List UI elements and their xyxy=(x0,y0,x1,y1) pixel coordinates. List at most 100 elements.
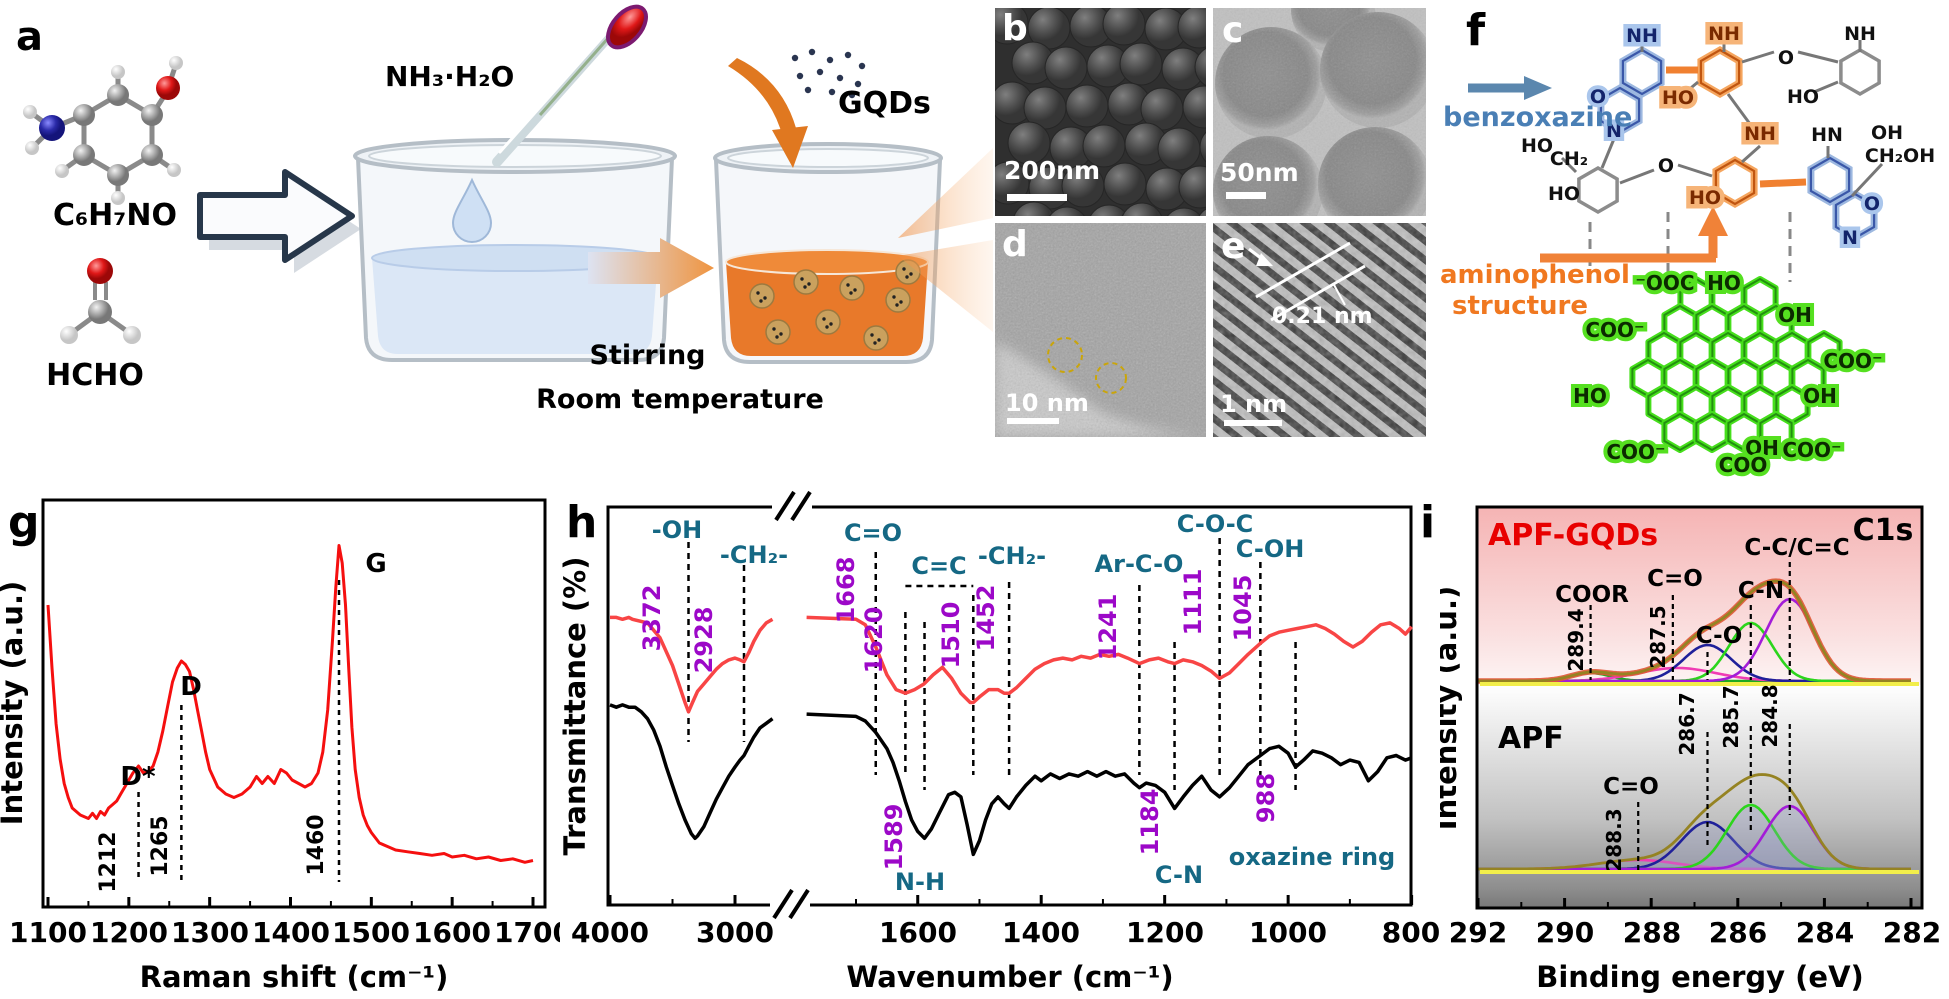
scheme-art xyxy=(23,4,993,364)
ch2-label: CH₂ xyxy=(1550,148,1588,170)
structure-separators xyxy=(1588,212,1792,282)
aminophenol-atoms xyxy=(23,56,183,205)
nh-label: NH xyxy=(1844,23,1876,45)
nh-label: NH xyxy=(1708,23,1740,45)
nh-label: NH xyxy=(1626,25,1658,47)
reagent-label: NH₃·H₂O xyxy=(385,60,515,93)
h-xtick: 800 xyxy=(1382,916,1440,949)
raman-peak-value: 1265 xyxy=(148,815,173,876)
i-xlabel: Binding energy (eV) xyxy=(1536,960,1864,994)
ftir-curve-APF xyxy=(609,703,774,841)
xps-value: 289.4 xyxy=(1564,608,1588,671)
panel-h-letter: h xyxy=(566,497,598,548)
beaker-product xyxy=(713,142,943,364)
n-label: N xyxy=(1606,120,1622,142)
xps-comp-co2: C=O xyxy=(1647,566,1703,592)
ch2oh-label: CH₂OH xyxy=(1865,145,1935,167)
panel-i-letter: i xyxy=(1420,497,1436,548)
formula-formaldehyde: HCHO xyxy=(46,358,144,393)
ftir-value: 1668 xyxy=(832,557,860,624)
ho-label: HO xyxy=(1689,187,1721,209)
i-xtick: 282 xyxy=(1883,916,1941,949)
i-xtick: 290 xyxy=(1536,916,1594,949)
ho-label: HO xyxy=(1662,87,1694,109)
gqd-coo-label: COO⁻ xyxy=(1782,438,1841,462)
ftir-assign-coh: C-OH xyxy=(1236,535,1305,563)
panel-e-scale-bar xyxy=(1224,420,1282,426)
ftir-assign-oh: -OH xyxy=(652,516,702,544)
i-xtick: 286 xyxy=(1709,916,1767,949)
xps-envelope xyxy=(1478,773,1911,871)
panel-e-spacing-label: 0.21 nm xyxy=(1272,304,1373,329)
panel-e-scale-text: 1 nm xyxy=(1220,390,1288,418)
g-xtick: 1400 xyxy=(252,916,330,949)
ftir-assign-ch2: -CH₂- xyxy=(720,541,788,569)
h-ylabel: Transmittance (%) xyxy=(560,557,592,856)
gqd-oh-label: OH xyxy=(1745,436,1779,460)
ftir-value: 1241 xyxy=(1094,594,1122,661)
ftir-value: 1045 xyxy=(1229,575,1257,642)
panel-e-letter: e xyxy=(1221,226,1246,267)
panel-c-scale-text: 50nm xyxy=(1220,158,1299,187)
ftir-assign-ch2b: -CH₂- xyxy=(978,542,1046,570)
nh-label: NH xyxy=(1744,123,1776,145)
xps-comp-ccc: C-C/C=C xyxy=(1744,535,1849,561)
i-xtick: 288 xyxy=(1623,916,1681,949)
panel-b-sem-image xyxy=(995,8,1206,216)
process-arrow xyxy=(588,238,714,298)
aminophenol-label-1: aminophenol xyxy=(1440,260,1630,290)
n-label: N xyxy=(1842,227,1858,249)
gqd-coo-label: COO⁻ xyxy=(1585,318,1644,342)
ftir-value: 2928 xyxy=(690,607,718,674)
xps-comp-c-n: C-N xyxy=(1738,578,1784,604)
g-xlabel: Raman shift (cm⁻¹) xyxy=(140,960,449,994)
ftir-chart: -OH -CH₂- C=O C=C -CH₂- Ar-C-O C-O-C C-O… xyxy=(560,490,1440,994)
gqd-ooc-label: ⁻OOC xyxy=(1635,271,1694,295)
hn-label: HN xyxy=(1811,124,1843,146)
panel-f-letter: f xyxy=(1466,5,1486,56)
panel-c-letter: c xyxy=(1222,10,1244,51)
xps-value: 288.3 xyxy=(1602,808,1626,871)
ftir-value: 1184 xyxy=(1136,789,1164,856)
raman-peak-d: D xyxy=(180,672,202,702)
gqds-arrowhead xyxy=(772,126,808,168)
xps-c1s-tag: C1s xyxy=(1853,513,1914,548)
ftir-value: 1620 xyxy=(860,607,888,674)
zoom-fan-bottom xyxy=(898,240,993,332)
ftir-assign-cc: C=C xyxy=(911,552,966,580)
xps-envelope xyxy=(1478,579,1911,683)
ftir-value: 3372 xyxy=(638,585,666,652)
ftir-value: 1452 xyxy=(972,585,1000,652)
g-xtick: 1100 xyxy=(9,916,87,949)
panel-c-tem-image xyxy=(1213,8,1426,216)
xps-comp-coor: COOR xyxy=(1555,582,1629,608)
xps-chart: APF-GQDs C1s C-C/C=C COOR C=O C-O C-N C=… xyxy=(1440,505,1941,994)
xps-top-title: APF-GQDs xyxy=(1488,518,1658,553)
gqd-coo-label: COO⁻ xyxy=(1606,440,1665,464)
ftir-assign-co: C=O xyxy=(844,519,902,547)
o-label: O xyxy=(1590,86,1606,108)
gqd-oh-label: OH xyxy=(1803,384,1837,408)
panel-a-letter: a xyxy=(16,14,43,60)
formaldehyde-molecule xyxy=(60,258,141,344)
aminophenol-pointer xyxy=(1540,206,1728,263)
oh-label: OH xyxy=(1871,122,1903,144)
panel-c-scale-bar xyxy=(1226,192,1266,199)
ftir-assign-arco: Ar-C-O xyxy=(1095,550,1184,578)
xps-value: 286.7 xyxy=(1675,692,1699,755)
zoom-fan-top xyxy=(898,148,993,238)
ftir-value: 1111 xyxy=(1179,569,1207,636)
i-xtick: 292 xyxy=(1449,916,1507,949)
gqd-lattice xyxy=(1629,276,1843,453)
panel-b-scale-text: 200nm xyxy=(1004,156,1101,185)
raman-curve xyxy=(46,544,534,864)
g-ylabel: Intensity (a.u.) xyxy=(0,581,29,825)
h-xlabel: Wavenumber (cm⁻¹) xyxy=(846,960,1173,994)
ho-label: HO xyxy=(1521,135,1553,157)
o-label: O xyxy=(1778,47,1794,69)
ftir-curve-APF-GQDs xyxy=(806,615,1413,705)
dropper xyxy=(492,4,648,167)
ho-label: HO xyxy=(1548,183,1580,205)
gqd-oh-label: OH xyxy=(1778,303,1812,327)
g-xtick: 1500 xyxy=(332,916,410,949)
